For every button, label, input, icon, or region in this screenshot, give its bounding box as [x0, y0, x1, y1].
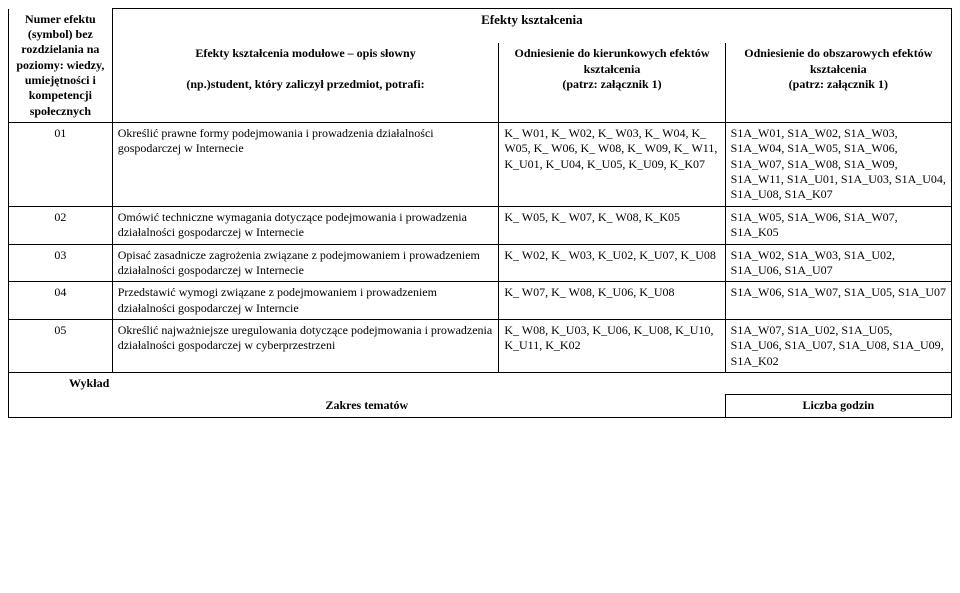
header-col2-line2: (np.)student, który zaliczył przedmiot, …: [186, 77, 424, 91]
row-desc: Określić prawne formy podejmowania i pro…: [112, 123, 499, 207]
row-ref1: K_ W05, K_ W07, K_ W08, K_K05: [499, 206, 725, 244]
table-row: 04 Przedstawić wymogi związane z podejmo…: [9, 282, 952, 320]
row-num: 01: [9, 123, 113, 207]
row-ref1: K_ W01, K_ W02, K_ W03, K_ W04, K_ W05, …: [499, 123, 725, 207]
row-ref1: K_ W07, K_ W08, K_U06, K_U08: [499, 282, 725, 320]
row-desc: Opisać zasadnicze zagrożenia związane z …: [112, 244, 499, 282]
row-ref2: S1A_W05, S1A_W06, S1A_W07, S1A_K05: [725, 206, 951, 244]
table-row: 01 Określić prawne formy podejmowania i …: [9, 123, 952, 207]
row-ref2: S1A_W07, S1A_U02, S1A_U05, S1A_U06, S1A_…: [725, 319, 951, 372]
zakres-label: Zakres tematów: [9, 395, 726, 417]
section-title: Efekty kształcenia: [112, 9, 951, 44]
header-col2: Efekty kształcenia modułowe – opis słown…: [112, 43, 499, 122]
row-ref2: S1A_W02, S1A_W03, S1A_U02, S1A_U06, S1A_…: [725, 244, 951, 282]
header-col4: Odniesienie do obszarowych efektów kszta…: [725, 43, 951, 122]
row-num: 02: [9, 206, 113, 244]
table-row: 02 Omówić techniczne wymagania dotyczące…: [9, 206, 952, 244]
header-col3-line1: Odniesienie do kierunkowych efektów kszt…: [514, 46, 709, 75]
wyklad-label: Wykład: [9, 373, 952, 395]
row-desc: Omówić techniczne wymagania dotyczące po…: [112, 206, 499, 244]
row-ref1: K_ W02, K_ W03, K_U02, K_U07, K_U08: [499, 244, 725, 282]
header-col2-line1: Efekty kształcenia modułowe – opis słown…: [195, 46, 415, 60]
liczba-label: Liczba godzin: [725, 395, 951, 417]
row-num: 03: [9, 244, 113, 282]
header-col3: Odniesienie do kierunkowych efektów kszt…: [499, 43, 725, 122]
header-col3-line2: (patrz: załącznik 1): [562, 77, 661, 91]
table-row: 05 Określić najważniejsze uregulowania d…: [9, 319, 952, 372]
header-col4-line1: Odniesienie do obszarowych efektów kszta…: [744, 46, 932, 75]
header-col4-line2: (patrz: załącznik 1): [789, 77, 888, 91]
row-desc: Przedstawić wymogi związane z podejmowan…: [112, 282, 499, 320]
row-num: 05: [9, 319, 113, 372]
row-num: 04: [9, 282, 113, 320]
row-ref2: S1A_W01, S1A_W02, S1A_W03, S1A_W04, S1A_…: [725, 123, 951, 207]
header-col1: Numer efektu (symbol) bez rozdzielania n…: [9, 9, 113, 123]
row-desc: Określić najważniejsze uregulowania doty…: [112, 319, 499, 372]
table-row: 03 Opisać zasadnicze zagrożenia związane…: [9, 244, 952, 282]
row-ref2: S1A_W06, S1A_W07, S1A_U05, S1A_U07: [725, 282, 951, 320]
effects-table: Numer efektu (symbol) bez rozdzielania n…: [8, 8, 952, 418]
row-ref1: K_ W08, K_U03, K_U06, K_U08, K_U10, K_U1…: [499, 319, 725, 372]
